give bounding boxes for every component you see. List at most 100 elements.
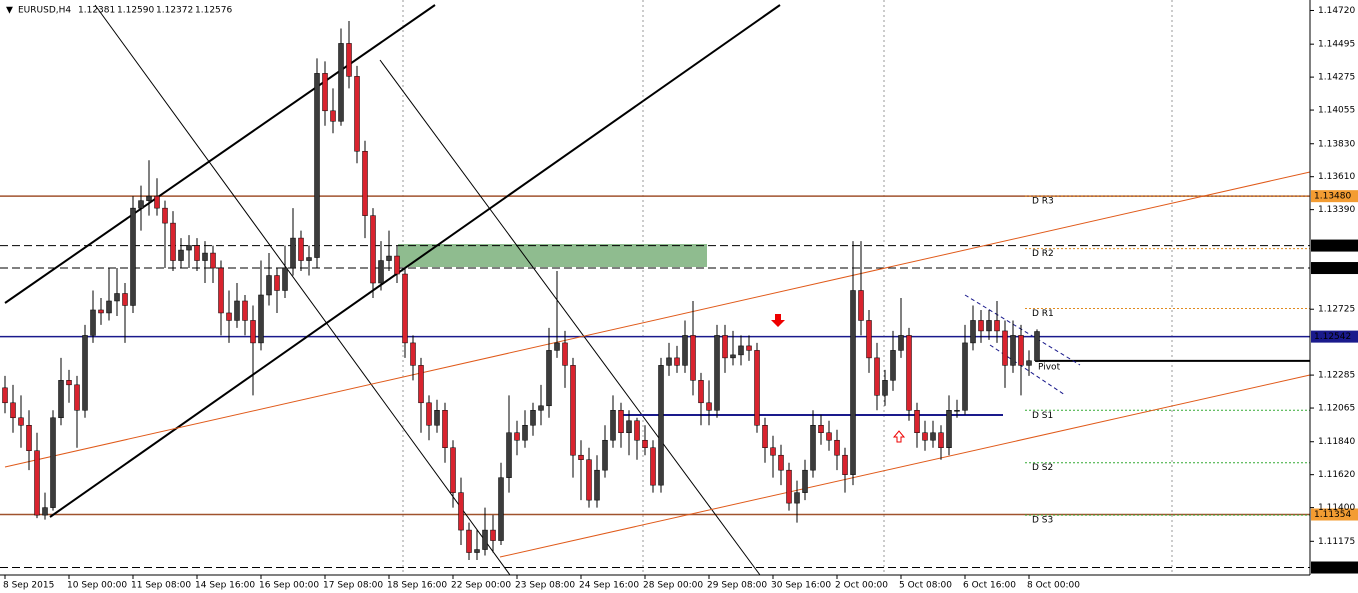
- candle-body: [802, 469, 808, 493]
- candle-body: [1002, 330, 1008, 366]
- candle-body: [634, 420, 640, 441]
- candle-body: [282, 267, 288, 291]
- y-tick-label: 1.11620: [1318, 470, 1355, 480]
- candle-body: [714, 335, 720, 411]
- candle-body: [322, 73, 328, 112]
- x-tick-label: 18 Sep 16:00: [387, 581, 447, 591]
- candle-body: [602, 439, 608, 471]
- candle-body: [786, 469, 792, 504]
- candle-body: [722, 335, 728, 359]
- candle-body: [1026, 360, 1032, 366]
- candle-body: [386, 255, 392, 261]
- candle-body: [258, 294, 264, 344]
- candle-body: [866, 320, 872, 359]
- candle-body: [218, 267, 224, 314]
- candle-body: [594, 469, 600, 501]
- candle-body: [458, 492, 464, 531]
- x-tick-label: 2 Oct 00:00: [835, 581, 888, 591]
- candle-body: [146, 195, 152, 201]
- candle-body: [154, 195, 160, 209]
- candle-body: [42, 507, 48, 516]
- y-tick-label: 1.14720: [1318, 6, 1355, 16]
- candle-body: [306, 257, 312, 261]
- x-tick-label: 16 Sep 00:00: [259, 581, 319, 591]
- candle-body: [618, 410, 624, 433]
- candle-body: [434, 410, 440, 426]
- candle-body: [754, 350, 760, 426]
- y-tick-label: 1.14275: [1318, 73, 1355, 83]
- signal-arrow-down: [771, 314, 785, 327]
- y-tick-label: 1.11840: [1318, 437, 1355, 447]
- candle-body: [442, 410, 448, 448]
- candle-body: [426, 402, 432, 426]
- candle-body: [546, 350, 552, 407]
- y-tick-label: 1.12065: [1318, 404, 1355, 414]
- candle-body: [570, 365, 576, 456]
- candle-body: [578, 454, 584, 460]
- candle-body: [122, 293, 128, 306]
- pivot-label: D R1: [1032, 309, 1054, 319]
- x-tick-label: 29 Sep 08:00: [707, 581, 767, 591]
- pivot-label: Pivot: [1038, 362, 1061, 372]
- candle-body: [914, 410, 920, 433]
- candle-body: [850, 290, 856, 475]
- y-tick-label: 1.12285: [1318, 371, 1355, 381]
- candle-body: [930, 432, 936, 441]
- y-tick-label: 1.11175: [1318, 537, 1355, 547]
- candle-body: [650, 447, 656, 486]
- level-box: [1311, 262, 1358, 275]
- candle-body: [242, 300, 248, 321]
- candle-body: [882, 380, 888, 396]
- pivot-label: D R3: [1032, 197, 1054, 207]
- candle-body: [1010, 335, 1016, 366]
- candle-body: [834, 439, 840, 456]
- x-tick-label: 5 Oct 08:00: [899, 581, 952, 591]
- candle-body: [186, 245, 192, 251]
- levels: 1.13480 1.13150 1.13000 1.12542 1.11354 1.110…: [0, 190, 1358, 574]
- pivot-label: D S3: [1032, 516, 1053, 526]
- candle-body: [762, 425, 768, 448]
- candle-body: [666, 357, 672, 366]
- candle-body: [746, 345, 752, 351]
- x-tick-label: 24 Sep 16:00: [579, 581, 639, 591]
- candle-body: [986, 320, 992, 332]
- candle-body: [98, 309, 104, 314]
- candle-body: [178, 249, 184, 261]
- candle-body: [474, 549, 480, 553]
- candle-body: [1034, 331, 1040, 361]
- candle-body: [450, 447, 456, 493]
- candle-body: [378, 260, 384, 284]
- x-tick-label: 22 Sep 00:00: [451, 581, 511, 591]
- x-tick-label: 14 Sep 16:00: [195, 581, 255, 591]
- level-label: 1.13000: [1314, 264, 1351, 274]
- x-tick-label: 8 Sep 2015: [3, 581, 54, 591]
- candle-body: [658, 365, 664, 486]
- candle-body: [10, 402, 16, 419]
- candle-body: [66, 380, 72, 386]
- candle-body: [2, 387, 8, 404]
- candle-body: [482, 529, 488, 550]
- candle-body: [946, 410, 952, 448]
- candle-body: [130, 207, 136, 306]
- candle-body: [530, 410, 536, 426]
- candle-body: [346, 43, 352, 77]
- candle-body: [970, 320, 976, 344]
- candle-body: [90, 309, 96, 336]
- y-tick-label: 1.14495: [1318, 40, 1355, 50]
- quote-open: 1.12381: [78, 6, 115, 16]
- symbol: EURUSD,H4: [18, 6, 71, 16]
- level-box: [1311, 239, 1358, 252]
- candle-body: [74, 384, 80, 411]
- candle-body: [266, 275, 272, 296]
- candle-body: [234, 300, 240, 321]
- level-box: [1311, 330, 1358, 343]
- candle-body: [162, 207, 168, 224]
- zone: [398, 244, 707, 267]
- candle-body: [538, 405, 544, 411]
- candle-body: [610, 410, 616, 441]
- candle-body: [418, 365, 424, 404]
- candle-body: [690, 335, 696, 381]
- candle-body: [706, 402, 712, 411]
